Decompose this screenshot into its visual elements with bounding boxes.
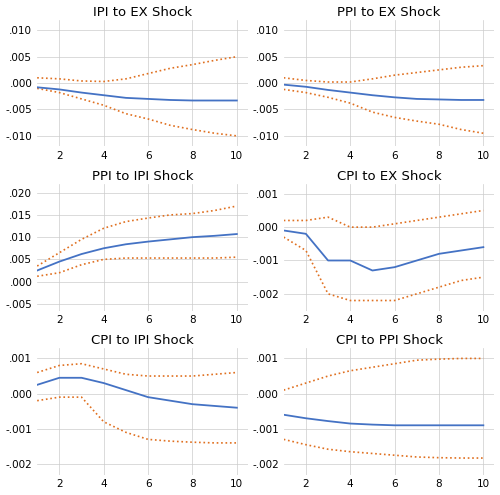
Title: PPI to IPI Shock: PPI to IPI Shock (92, 170, 194, 183)
Title: CPI to EX Shock: CPI to EX Shock (337, 170, 442, 183)
Title: PPI to EX Shock: PPI to EX Shock (338, 5, 441, 18)
Title: CPI to PPI Shock: CPI to PPI Shock (336, 334, 442, 346)
Title: CPI to IPI Shock: CPI to IPI Shock (91, 334, 194, 346)
Title: IPI to EX Shock: IPI to EX Shock (93, 5, 192, 18)
